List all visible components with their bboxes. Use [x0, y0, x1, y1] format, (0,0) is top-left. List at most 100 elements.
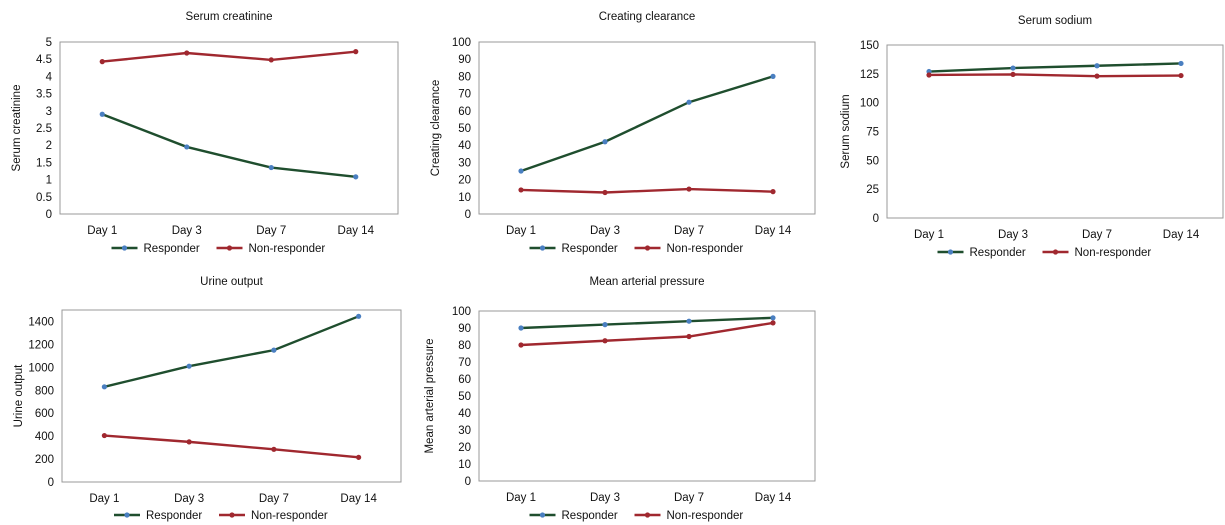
y-tick-label: 10: [458, 459, 471, 471]
serum-sodium-y-axis-label: Serum sodium: [840, 94, 852, 168]
chart-urine-output: Urine output 0 200 400 600 800 1000 1200 1400 Uri…: [13, 276, 402, 522]
y-tick-label: 20: [458, 175, 471, 187]
x-tick-label: Day 14: [340, 493, 377, 505]
legend-label-non-responder: Non-responder: [251, 510, 328, 522]
chart-panel-urine-output: Urine output 0 200 400 600 800 1000 1200 1400 Uri…: [0, 265, 402, 525]
data-point-responder: [686, 99, 692, 105]
data-point-responder: [353, 174, 359, 180]
y-tick-label: 40: [458, 140, 471, 152]
x-tick-label: Day 7: [674, 492, 704, 504]
serum-creatinine-plot-area: [59, 41, 399, 215]
legend-label-non-responder: Non-responder: [1075, 247, 1152, 259]
serum-creatinine-y-axis-label: Serum creatinine: [11, 85, 23, 172]
serum-creatinine-title: Serum creatinine: [186, 11, 273, 23]
legend-label-responder: Responder: [562, 243, 618, 255]
x-tick-label: Day 7: [1082, 229, 1112, 241]
y-tick-label: 400: [35, 431, 54, 443]
data-point-responder: [518, 168, 524, 174]
data-point-non-responder: [770, 320, 776, 326]
data-point-responder: [268, 164, 274, 171]
legend-marker-responder: [947, 249, 954, 255]
y-tick-label: 200: [35, 454, 54, 466]
legend-label-responder: Responder: [146, 510, 202, 522]
data-point-responder: [101, 384, 107, 390]
creating-clearance-y-axis-label: Creating clearance: [430, 80, 442, 177]
data-point-non-responder: [353, 49, 359, 55]
chart-panel-serum-sodium: Serum sodium 0 25 50 75 100 125 150 Serum sodium…: [835, 0, 1225, 265]
y-tick-label: 1: [46, 175, 52, 187]
data-point-non-responder: [184, 50, 190, 56]
data-point-non-responder: [101, 432, 107, 439]
data-point-non-responder: [99, 59, 105, 65]
legend-marker-non-responder: [229, 512, 235, 518]
y-tick-label: 80: [458, 340, 471, 352]
chart-panel-serum-creatinine: Serum creatinine 0 0.5 1 1.5 2 2.5 3 3.5 4 4.5 5 Ser…: [0, 0, 400, 265]
y-tick-label: 60: [458, 106, 471, 118]
legend-marker-non-responder: [1052, 249, 1059, 255]
mean-arterial-pressure-y-axis-label: Mean arterial pressure: [424, 338, 436, 453]
y-tick-label: 70: [458, 89, 471, 101]
x-tick-label: Day 3: [174, 493, 204, 505]
y-tick-label: 0: [465, 209, 471, 221]
data-point-non-responder: [356, 454, 362, 460]
urine-output-y-axis-label: Urine output: [13, 364, 25, 427]
y-tick-label: 30: [458, 425, 471, 437]
y-tick-label: 0: [465, 476, 471, 488]
data-point-non-responder: [1178, 72, 1184, 79]
x-tick-label: Day 1: [914, 229, 944, 241]
legend-marker-non-responder: [644, 245, 651, 251]
chart-serum-sodium: Serum sodium 0 25 50 75 100 125 150 Serum sodium…: [840, 15, 1224, 259]
x-tick-label: Day 3: [590, 225, 620, 237]
legend-label-non-responder: Non-responder: [667, 510, 744, 522]
serum-sodium-title: Serum sodium: [1018, 15, 1092, 27]
y-tick-label: 3.5: [36, 89, 52, 101]
y-tick-label: 25: [866, 184, 879, 196]
data-point-responder: [99, 111, 105, 117]
series-line-non-responder: [102, 50, 356, 63]
x-tick-label: Day 1: [87, 225, 117, 237]
legend-label-non-responder: Non-responder: [249, 243, 326, 255]
x-tick-label: Day 14: [1163, 229, 1200, 241]
series-line-responder: [928, 62, 1182, 73]
y-tick-label: 10: [458, 192, 471, 204]
legend-label-responder: Responder: [562, 510, 618, 522]
data-point-responder: [518, 325, 524, 331]
y-tick-label: 80: [458, 71, 471, 83]
y-tick-label: 150: [860, 40, 879, 52]
legend-marker-non-responder: [226, 245, 233, 251]
y-tick-label: 1400: [28, 316, 54, 328]
series-line-non-responder: [928, 73, 1182, 78]
data-point-non-responder: [268, 57, 274, 63]
legend-label-responder: Responder: [144, 243, 200, 255]
legend-label-non-responder: Non-responder: [667, 243, 744, 255]
legend-marker-responder: [124, 512, 130, 518]
data-point-responder: [1178, 60, 1184, 67]
y-tick-label: 50: [458, 391, 471, 403]
chart-serum-creatinine: Serum creatinine 0 0.5 1 1.5 2 2.5 3 3.5 4 4.5 5 Ser…: [11, 11, 399, 255]
y-tick-label: 0: [48, 477, 54, 489]
y-tick-label: 40: [458, 408, 471, 420]
chart-mean-arterial-pressure: Mean arterial pressure 0 10 20 30 40 50 60 70 80 9…: [424, 276, 816, 522]
y-tick-label: 125: [860, 69, 879, 81]
data-point-non-responder: [186, 439, 192, 445]
data-point-responder: [1094, 63, 1100, 69]
data-point-non-responder: [271, 446, 277, 452]
x-tick-label: Day 1: [506, 225, 536, 237]
y-tick-label: 1000: [28, 362, 54, 374]
y-tick-label: 50: [866, 155, 879, 167]
legend-marker-non-responder: [644, 512, 651, 518]
y-tick-label: 0: [46, 209, 52, 221]
x-tick-label: Day 14: [338, 225, 375, 237]
data-point-responder: [770, 73, 776, 79]
y-tick-label: 60: [458, 374, 471, 386]
data-point-responder: [602, 322, 608, 328]
y-tick-label: 0.5: [36, 192, 52, 204]
x-tick-label: Day 14: [755, 492, 792, 504]
creating-clearance-plot-area: [478, 41, 816, 215]
data-point-responder: [686, 318, 692, 324]
y-tick-label: 50: [458, 123, 471, 135]
mean-arterial-pressure-plot-area: [478, 310, 816, 482]
y-tick-label: 4: [46, 71, 53, 83]
series-line-non-responder: [520, 321, 774, 347]
data-point-responder: [602, 139, 608, 145]
